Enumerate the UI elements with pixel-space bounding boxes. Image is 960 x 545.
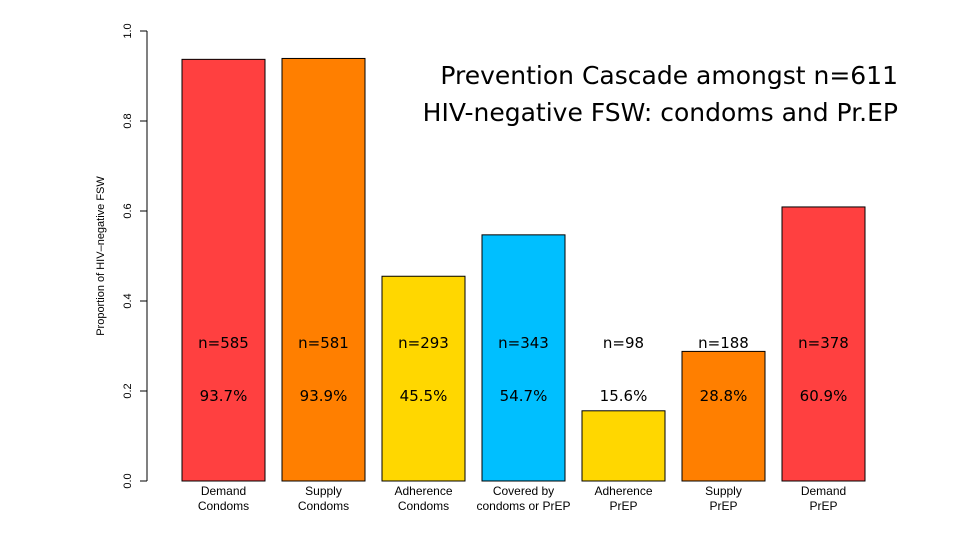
percent-label-3: 45.5% <box>400 387 448 405</box>
category-label-3-line-2: Condoms <box>398 499 449 513</box>
data-labels-layer: n=585 93.7% n=581 93.9% n=293 45.5% n=343 54.7%… <box>198 334 849 405</box>
count-label-7: n=378 <box>798 334 849 352</box>
count-label-2: n=581 <box>298 334 349 352</box>
y-tick-label-0.4: 0.4 <box>122 293 134 308</box>
category-label-6-line-2: PrEP <box>709 499 737 513</box>
y-tick-label-0.0: 0.0 <box>122 473 134 488</box>
percent-label-7: 60.9% <box>800 387 848 405</box>
category-label-7-line-2: PrEP <box>809 499 837 513</box>
percent-label-1: 93.7% <box>200 387 248 405</box>
bar-7 <box>781 206 866 482</box>
category-label-2-line-1: Supply <box>305 484 342 498</box>
percent-label-5: 15.6% <box>600 387 648 405</box>
category-label-5-line-2: PrEP <box>609 499 637 513</box>
y-axis-title: Proportion of HIV–negative FSW <box>95 176 107 336</box>
y-tick-label-0.8: 0.8 <box>122 113 134 128</box>
chart-title-line-2: HIV-negative FSW: condoms and Pr.EP <box>423 98 898 127</box>
y-tick-label-0.2: 0.2 <box>122 383 134 398</box>
y-axis: 0.0 0.2 0.4 0.6 0.8 1.0 <box>122 23 148 489</box>
bar-1 <box>181 58 266 482</box>
count-label-4: n=343 <box>498 334 549 352</box>
y-tick-label-1.0: 1.0 <box>122 23 134 38</box>
count-label-6: n=188 <box>698 334 749 352</box>
chart-title-line-1: Prevention Cascade amongst n=611 <box>440 61 898 90</box>
bar-5 <box>581 410 666 482</box>
category-label-3-line-1: Adherence <box>394 484 452 498</box>
category-label-4-line-2: condoms or PrEP <box>476 499 570 513</box>
percent-label-4: 54.7% <box>500 387 548 405</box>
bar-4 <box>481 234 566 482</box>
category-labels-layer: DemandCondomsSupplyCondomsAdherenceCondo… <box>198 484 846 513</box>
count-label-5: n=98 <box>603 334 644 352</box>
count-label-1: n=585 <box>198 334 249 352</box>
count-label-3: n=293 <box>398 334 449 352</box>
bar-3 <box>381 275 466 482</box>
category-label-5-line-1: Adherence <box>594 484 652 498</box>
category-label-1-line-2: Condoms <box>198 499 249 513</box>
category-label-4-line-1: Covered by <box>493 484 554 498</box>
category-label-6-line-1: Supply <box>705 484 742 498</box>
bar-2 <box>281 57 366 482</box>
y-tick-label-0.6: 0.6 <box>122 203 134 218</box>
category-label-1-line-1: Demand <box>201 484 246 498</box>
bar-6 <box>681 350 766 482</box>
category-label-7-line-1: Demand <box>801 484 846 498</box>
percent-label-2: 93.9% <box>300 387 348 405</box>
percent-label-6: 28.8% <box>700 387 748 405</box>
bars-layer <box>181 57 866 482</box>
category-label-2-line-2: Condoms <box>298 499 349 513</box>
